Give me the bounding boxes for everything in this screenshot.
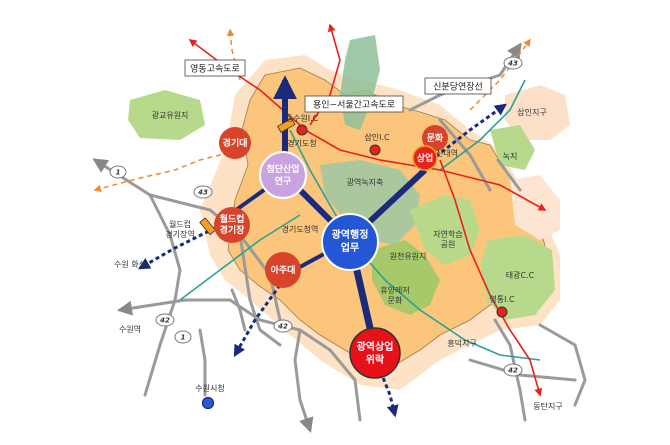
svg-text:첨단산업: 첨단산업 xyxy=(266,163,299,175)
svg-text:삼인I.C: 삼인I.C xyxy=(364,132,390,142)
svg-text:경기도청역: 경기도청역 xyxy=(282,224,319,234)
shield-42-mid: 42 xyxy=(273,319,293,333)
rail-line xyxy=(179,79,541,361)
svg-text:광역녹지축: 광역녹지축 xyxy=(347,177,384,187)
svg-text:문화: 문화 xyxy=(388,296,403,305)
svg-text:월드컵: 월드컵 xyxy=(220,213,245,225)
node-kyonggi-univ: 경기대 xyxy=(219,127,251,159)
svg-text:삼인지구: 삼인지구 xyxy=(517,107,546,117)
svg-text:수원시청: 수원시청 xyxy=(195,384,224,393)
svg-text:경기장: 경기장 xyxy=(220,224,246,236)
region-samin-zone xyxy=(505,85,570,140)
shield-43-west: 43 xyxy=(193,185,213,199)
shield-1-south: 1 xyxy=(174,330,192,344)
park-heungcheon xyxy=(372,240,440,315)
station-dongsuwon-ic xyxy=(296,124,308,136)
green-leisure-complex xyxy=(410,195,480,265)
svg-text:42: 42 xyxy=(160,317,170,325)
callout-yeongdong-expressway: 영동고속도로 xyxy=(184,59,246,77)
svg-text:43: 43 xyxy=(198,189,208,197)
park-gwanggyo xyxy=(128,90,205,140)
callout-yongin-seoul-expressway: 용인~서울간고속도로 xyxy=(304,95,404,113)
svg-text:광역상업: 광역상업 xyxy=(357,340,394,353)
svg-text:수원 화성: 수원 화성 xyxy=(114,260,146,269)
svg-text:연구: 연구 xyxy=(275,176,292,187)
svg-text:동탄지구: 동탄지구 xyxy=(533,401,562,411)
svg-text:휴양레저: 휴양레저 xyxy=(380,286,409,295)
node-samsung: 문화 xyxy=(422,125,448,151)
marker-dongsuwon-interchange xyxy=(277,117,296,134)
region-right-pale xyxy=(510,175,560,240)
svg-text:아주대: 아주대 xyxy=(271,264,296,276)
svg-text:문화: 문화 xyxy=(427,132,444,144)
svg-text:원천유원지: 원천유원지 xyxy=(390,251,427,261)
svg-text:42: 42 xyxy=(508,367,518,375)
svg-text:영통I.C: 영통I.C xyxy=(489,294,515,304)
svg-text:영동고속도로: 영동고속도로 xyxy=(190,64,240,75)
marker-worldcup-interchange xyxy=(199,217,217,236)
green-taegwang xyxy=(480,235,555,320)
svg-text:42: 42 xyxy=(278,323,288,331)
node-ajou-univ: 아주대 xyxy=(265,252,301,288)
svg-text:신대역: 신대역 xyxy=(436,148,458,158)
svg-text:1: 1 xyxy=(181,334,186,342)
svg-text:수원역: 수원역 xyxy=(119,324,141,334)
shield-1-west: 1 xyxy=(109,165,127,179)
shield-43-ne: 43 xyxy=(503,56,523,70)
svg-text:녹지: 녹지 xyxy=(503,152,518,161)
svg-text:월드컵: 월드컵 xyxy=(169,219,191,229)
station-samin-ic xyxy=(369,144,381,156)
shield-42-se: 42 xyxy=(503,363,523,377)
svg-text:43: 43 xyxy=(508,60,518,68)
hub-metropolitan-commerce: 광역상업 위락 xyxy=(349,327,401,379)
station-yeongtong xyxy=(496,306,508,318)
svg-text:용인~서울간고속도로: 용인~서울간고속도로 xyxy=(313,100,395,111)
svg-text:신분당연장선: 신분당연장선 xyxy=(433,82,483,93)
callout-sinbundang-line: 신분당연장선 xyxy=(424,77,492,95)
svg-text:자연학습: 자연학습 xyxy=(433,229,462,239)
hub-high-tech-industry: 첨단산업 연구 xyxy=(259,151,307,199)
svg-text:동수원I.C: 동수원I.C xyxy=(286,114,319,123)
svg-text:태광C.C: 태광C.C xyxy=(506,270,535,280)
hub-metropolitan-admin: 광역행정 업무 xyxy=(321,213,379,271)
svg-text:업무: 업무 xyxy=(341,241,359,254)
shield-42-sw: 42 xyxy=(155,313,175,327)
svg-text:흥덕지구: 흥덕지구 xyxy=(447,338,476,348)
svg-text:공원: 공원 xyxy=(441,240,456,249)
node-sangeop: 상업 xyxy=(412,145,438,171)
svg-text:경기장역: 경기장역 xyxy=(165,229,194,239)
svg-text:광교유원지: 광교유원지 xyxy=(152,110,189,120)
svg-text:경기도청: 경기도청 xyxy=(287,138,316,148)
svg-text:위락: 위락 xyxy=(366,353,385,366)
svg-text:광역행정: 광역행정 xyxy=(332,228,369,241)
svg-text:1: 1 xyxy=(116,169,121,177)
green-corridor-central xyxy=(320,160,420,245)
svg-text:경기대: 경기대 xyxy=(223,137,248,149)
road-shields: 1 43 42 1 42 43 42 xyxy=(109,56,523,377)
place-labels: 광교유원지 동수원I.C 경기도청 삼인I.C 신대역 삼인지구 녹지 광역녹지… xyxy=(114,107,563,411)
station-suwon-city-hall xyxy=(201,396,215,410)
green-right-patch xyxy=(490,125,535,170)
svg-text:상업: 상업 xyxy=(417,152,434,164)
